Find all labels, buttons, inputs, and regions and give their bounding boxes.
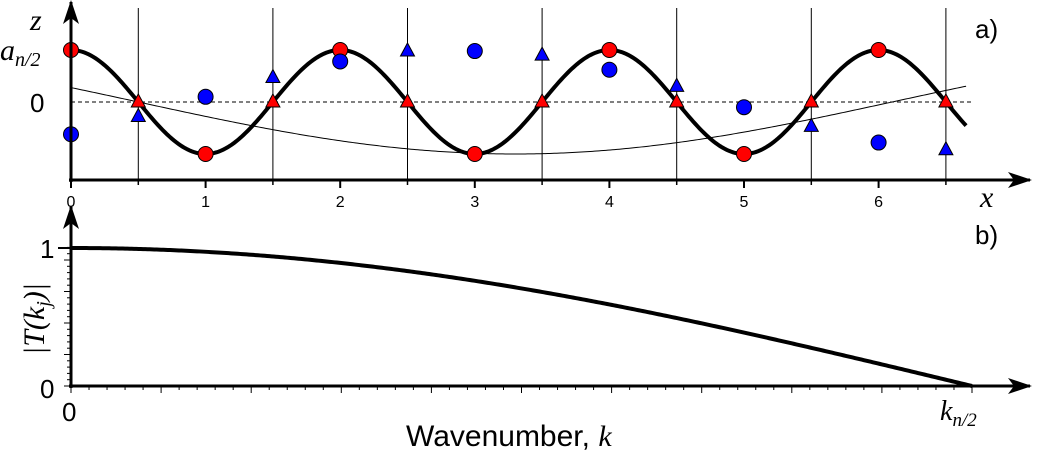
- b-ytick-zero: 0: [40, 374, 54, 404]
- a-xtick-label-1: 1: [201, 194, 210, 211]
- b-ytick-one: 1: [40, 234, 54, 264]
- blue-circle-2: [332, 53, 349, 70]
- blue-triangle-5: [803, 117, 820, 132]
- a-xtick-label-5: 5: [740, 194, 749, 211]
- smooth-wave-curve: [70, 85, 967, 155]
- red-circle-4: [601, 42, 618, 58]
- b-panel-label: b): [975, 220, 998, 250]
- blue-circle-4: [601, 61, 618, 78]
- b-xtick-nyquist-sub: n/2: [952, 410, 977, 431]
- blue-triangle-2: [399, 41, 416, 57]
- blue-triangle-3: [534, 46, 550, 61]
- a-xtick-label-4: 4: [605, 194, 614, 211]
- b-xlabel-var: k: [598, 420, 612, 452]
- blue-triangle-4: [668, 77, 685, 92]
- b-x-minor-ticks: [70, 386, 973, 393]
- red-circle-6: [870, 42, 887, 58]
- blue-circle-6: [870, 134, 887, 151]
- a-panel-label: a): [975, 14, 998, 44]
- b-y-minor-ticks: [64, 246, 71, 387]
- red-circle-1: [197, 146, 214, 162]
- red-triangle-1: [265, 92, 281, 108]
- blue-circle-1: [197, 88, 214, 105]
- a-xtick-label-6: 6: [874, 194, 883, 211]
- a-ytick-amplitude-base: a: [0, 34, 15, 67]
- a-ylabel: z: [29, 4, 42, 37]
- b-ylabel: |T(kj)|: [18, 283, 55, 355]
- b-xlabel: Wavenumber, k: [406, 420, 612, 452]
- a-xtick-label-0: 0: [67, 194, 76, 211]
- b-xtick-nyquist-base: k: [940, 396, 953, 427]
- a-ytick-amplitude: an/2: [0, 34, 41, 71]
- transfer-function-curve: [71, 246, 973, 388]
- blue-circle-3: [466, 43, 483, 60]
- red-triangle-6: [938, 92, 954, 108]
- a-ytick-zero: 0: [30, 88, 44, 118]
- a-ytick-amplitude-sub: n/2: [15, 49, 41, 71]
- red-circle-3: [466, 146, 483, 162]
- panel-b: b) 1 0 0 kn/2 |T(kj)| Wavenumber, k: [18, 205, 1032, 452]
- panel-a: 0 1 2 3 4 5 6 z x a) an/2 0: [0, 0, 1032, 214]
- b-xtick-zero: 0: [62, 397, 76, 427]
- red-triangle-5: [803, 92, 820, 108]
- a-xlabel: x: [979, 181, 994, 214]
- red-triangle-4: [668, 92, 685, 108]
- red-triangle-2: [399, 92, 416, 108]
- a-xtick-label-2: 2: [336, 194, 345, 211]
- b-xlabel-text: Wavenumber,: [406, 420, 598, 452]
- red-circle-5: [736, 146, 752, 162]
- blue-triangle-0: [130, 107, 147, 122]
- blue-triangle-6: [938, 140, 954, 156]
- b-xtick-nyquist: kn/2: [940, 396, 977, 431]
- a-x-ticks: 0 1 2 3 4 5 6: [67, 180, 947, 211]
- blue-triangle-1: [265, 68, 281, 83]
- a-xtick-label-3: 3: [470, 194, 479, 211]
- blue-circle-5: [736, 99, 752, 116]
- red-triangle-3: [534, 92, 550, 108]
- nyquist-wave-curve: [70, 47, 968, 157]
- red-triangle-0: [130, 92, 147, 108]
